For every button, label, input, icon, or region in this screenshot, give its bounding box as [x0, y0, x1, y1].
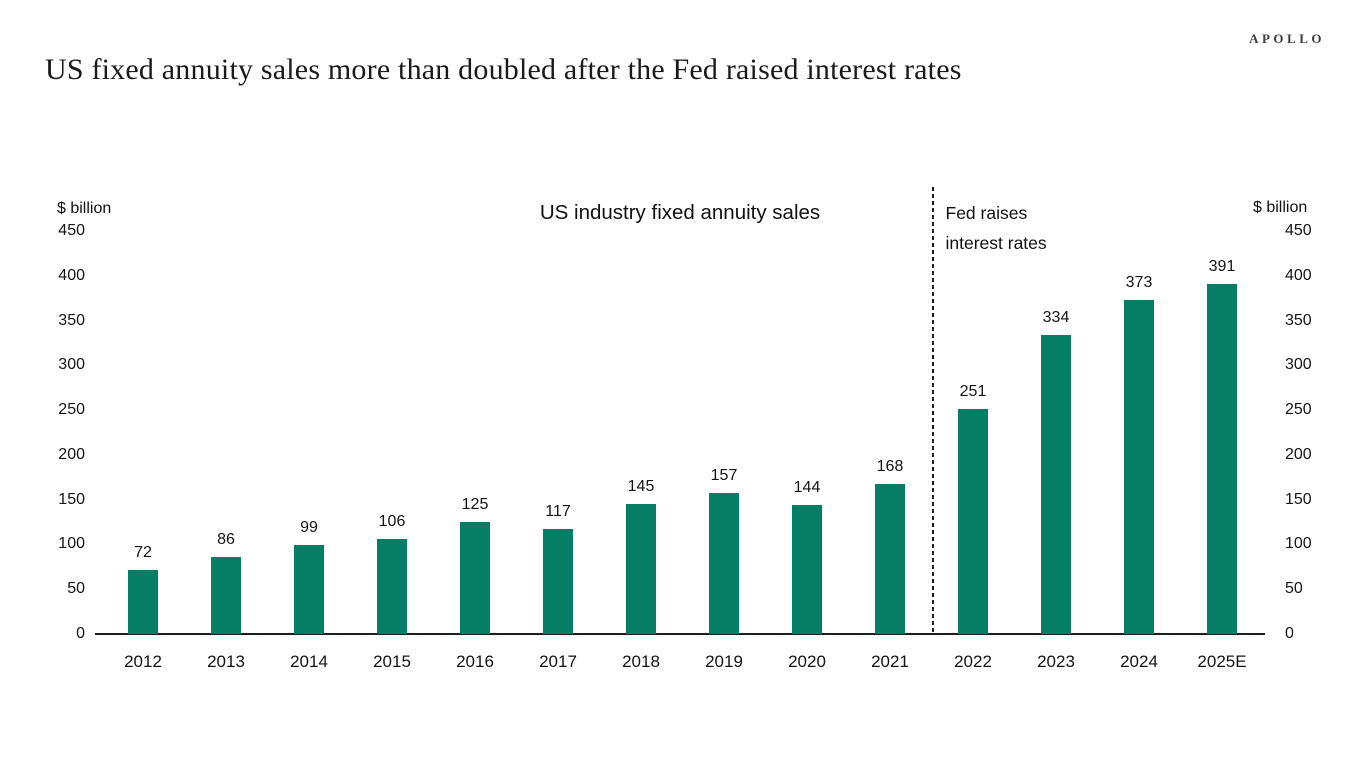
y-tick-right-450: 450	[1285, 222, 1312, 239]
x-label-2018: 2018	[622, 652, 660, 671]
x-label-2017: 2017	[539, 652, 577, 671]
x-label-2019: 2019	[705, 652, 743, 671]
bar-value-2023: 334	[1042, 308, 1070, 326]
x-label-2021: 2021	[871, 652, 909, 671]
x-axis-line	[95, 633, 1265, 635]
bar-value-2021: 168	[876, 457, 904, 475]
bar-2023	[1041, 334, 1071, 634]
chart-title: US industry fixed annuity sales	[539, 201, 821, 224]
y-tick-left-200: 200	[58, 445, 85, 463]
y-tick-right-100: 100	[1285, 535, 1312, 553]
y-tick-left-400: 400	[58, 266, 85, 284]
bar-value-2020: 144	[793, 479, 821, 497]
x-label-2025E: 2025E	[1197, 652, 1247, 671]
x-label-2013: 2013	[207, 652, 245, 671]
y-tick-right-200: 200	[1285, 445, 1312, 463]
bar-2016	[460, 522, 490, 634]
x-label-2012: 2012	[124, 652, 162, 671]
y-tick-right-250: 250	[1285, 401, 1312, 419]
y-tick-right-0: 0	[1285, 625, 1294, 642]
bar-2013	[211, 556, 241, 634]
y-tick-right-300: 300	[1285, 356, 1312, 374]
apollo-logo: APOLLO	[1249, 31, 1325, 46]
fed-raises-annotation: Fed raises interest rates	[946, 198, 1047, 258]
bar-value-2013: 86	[217, 530, 235, 548]
x-label-2023: 2023	[1037, 652, 1075, 671]
y-tick-left-350: 350	[58, 311, 85, 329]
bar-2018	[626, 504, 656, 634]
bar-value-2017: 117	[545, 503, 571, 521]
fed-raises-separator-line	[931, 187, 934, 634]
y-tick-left-300: 300	[58, 356, 85, 374]
bar-value-2018: 145	[627, 478, 655, 496]
bar-value-2019: 157	[710, 467, 738, 485]
y-tick-right-400: 400	[1285, 266, 1312, 284]
bar-2012	[128, 569, 158, 634]
bar-2020	[792, 505, 822, 634]
y-tick-left-250: 250	[58, 401, 85, 419]
bar-2024	[1124, 299, 1154, 634]
bar-value-2015: 106	[378, 513, 406, 531]
fed-raises-annotation-line-2: interest rates	[945, 233, 1047, 253]
x-label-2020: 2020	[788, 652, 826, 671]
page-title: US fixed annuity sales more than doubled…	[45, 53, 962, 86]
fed-raises-annotation-line-1: Fed raises	[945, 203, 1028, 223]
bar-value-2024: 373	[1125, 273, 1153, 291]
x-label-2014: 2014	[290, 652, 328, 671]
x-label-2024: 2024	[1120, 652, 1158, 671]
bar-value-2012: 72	[134, 543, 152, 561]
x-label-2015: 2015	[373, 652, 411, 671]
y-tick-left-50: 50	[67, 580, 85, 598]
bar-value-2016: 125	[461, 496, 489, 514]
x-label-2016: 2016	[456, 652, 494, 671]
bar-2014	[294, 545, 324, 634]
bar-value-2014: 99	[300, 519, 318, 537]
bar-2019	[709, 493, 739, 634]
y-tick-right-150: 150	[1285, 490, 1312, 508]
bar-2015	[377, 539, 407, 634]
bar-2025E	[1207, 283, 1237, 634]
bar-2017	[543, 529, 573, 634]
y-axis-label-left: $ billion	[57, 200, 112, 217]
y-tick-left-450: 450	[58, 222, 85, 239]
y-tick-left-150: 150	[58, 490, 85, 508]
y-tick-left-100: 100	[58, 535, 85, 553]
bar-value-2025E: 391	[1208, 257, 1236, 275]
bar-value-2022: 251	[959, 383, 987, 401]
y-tick-right-350: 350	[1285, 311, 1312, 329]
y-axis-label-right: $ billion	[1253, 199, 1308, 216]
y-tick-left-0: 0	[76, 625, 85, 642]
y-tick-right-50: 50	[1285, 580, 1303, 598]
bar-2022	[958, 409, 988, 634]
bar-2021	[875, 483, 905, 634]
x-label-2022: 2022	[954, 652, 992, 671]
